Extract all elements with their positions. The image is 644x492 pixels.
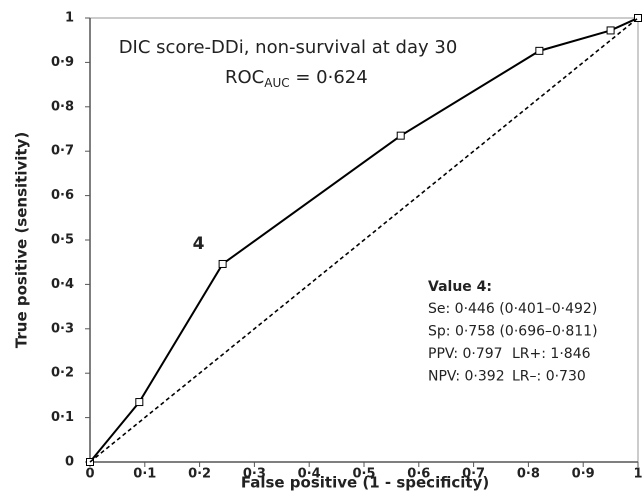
stats-line: Se: 0·446 (0·401–0·492) — [428, 301, 597, 317]
chart-title: DIC score-DDi, non-survival at day 30 — [119, 37, 458, 58]
point — [606, 26, 615, 35]
auc-sub: AUC — [264, 76, 289, 90]
x-tick-label: 0·8 — [517, 467, 540, 482]
y-tick-label: 0·8 — [51, 99, 74, 114]
y-tick-label: 0·2 — [51, 366, 74, 381]
x-tick-label: 0·5 — [352, 467, 375, 482]
point — [218, 259, 227, 268]
point — [135, 398, 144, 407]
stats-line: LR–: 0·730 — [512, 369, 586, 385]
x-tick-label: 0·3 — [243, 467, 266, 482]
stats-line: NPV: 0·392 — [428, 369, 505, 385]
y-tick-label: 0·1 — [51, 410, 74, 425]
y-tick-label: 0·9 — [51, 55, 74, 70]
x-axis-title: False positive (1 - specificity) — [241, 474, 489, 492]
auc-value: = 0·624 — [290, 67, 368, 88]
point — [535, 46, 544, 55]
x-tick-label: 0·1 — [133, 467, 156, 482]
y-tick-label: 0·6 — [51, 188, 74, 203]
point — [634, 14, 642, 22]
auc-label: ROCAUC = 0·624 — [225, 67, 368, 90]
stats-line: LR+: 1·846 — [512, 346, 591, 362]
x-tick-label: 0·7 — [462, 467, 485, 482]
x-tick-label: 1 — [633, 467, 642, 482]
x-tick-label: 0·2 — [188, 467, 211, 482]
reference-line — [89, 17, 639, 463]
y-tick-label: 1 — [65, 11, 74, 26]
point — [396, 131, 405, 140]
stats-line: PPV: 0·797 — [428, 346, 503, 362]
y-tick-label: 0·7 — [51, 144, 74, 159]
x-tick-label: 0·6 — [407, 467, 430, 482]
x-tick-label: 0·9 — [572, 467, 595, 482]
x-tick-label: 0 — [85, 467, 94, 482]
y-tick-label: 0 — [65, 455, 74, 470]
y-tick-label: 0·5 — [51, 233, 74, 248]
point-annotation: 4 — [193, 234, 205, 254]
stats-line: Sp: 0·758 (0·696–0·811) — [428, 324, 598, 340]
auc-main: ROC — [225, 67, 264, 88]
y-tick-label: 0·4 — [51, 277, 74, 292]
y-tick-label: 0·3 — [51, 321, 74, 336]
stats-title: Value 4: — [428, 279, 492, 295]
y-axis-title: True positive (sensitivity) — [13, 132, 31, 348]
x-tick-label: 0·4 — [298, 467, 321, 482]
